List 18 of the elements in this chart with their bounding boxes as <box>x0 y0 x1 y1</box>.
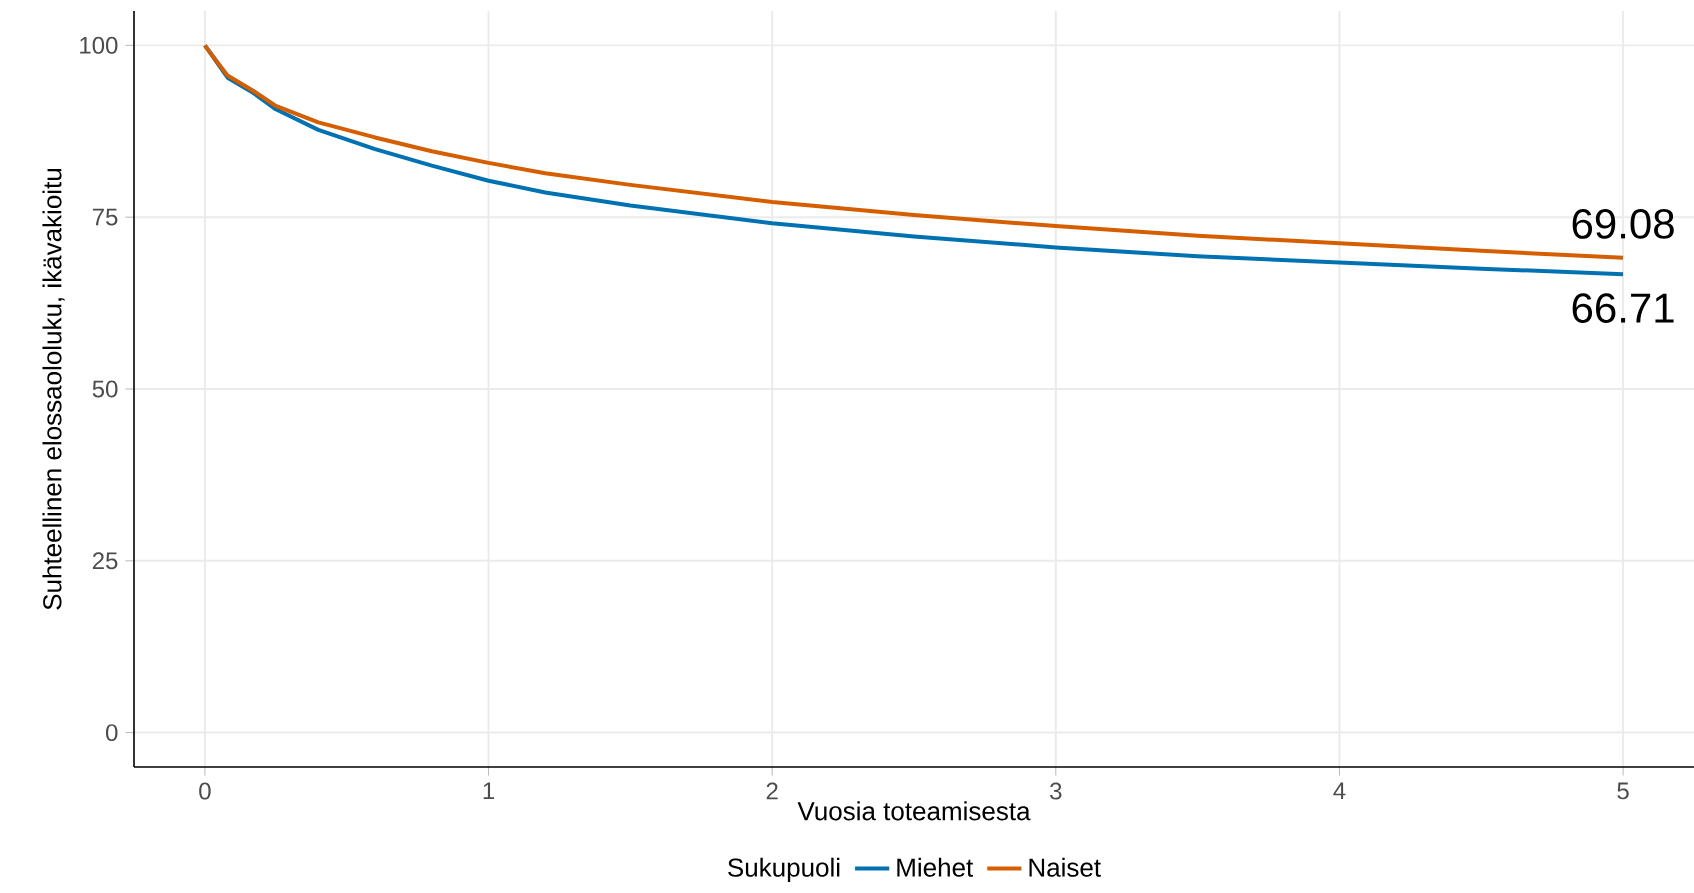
y-tick-label: 0 <box>106 724 118 742</box>
x-tick-label: 0 <box>199 782 211 800</box>
y-axis-title: Suhteellinen elossaololuku, ikävakioitu <box>42 168 65 610</box>
y-tick-label: 25 <box>92 552 118 570</box>
x-tick-label: 4 <box>1333 782 1346 800</box>
data-label: 66.71 <box>1572 293 1674 323</box>
y-tick-label: 50 <box>92 380 118 398</box>
legend-label: Naiset <box>1029 857 1101 877</box>
x-axis-title: Vuosia toteamisesta <box>797 801 1031 821</box>
x-tick-label: 2 <box>766 782 778 800</box>
x-tick-label: 5 <box>1617 782 1629 800</box>
data-label: 69.08 <box>1572 209 1674 239</box>
y-tick-label: 75 <box>92 208 118 226</box>
x-tick-label: 3 <box>1050 782 1062 800</box>
legend-title: Sukupuoli <box>728 857 840 882</box>
legend-label: Miehet <box>897 857 974 877</box>
y-tick-label: 100 <box>80 36 118 54</box>
x-tick-label: 1 <box>483 782 495 800</box>
